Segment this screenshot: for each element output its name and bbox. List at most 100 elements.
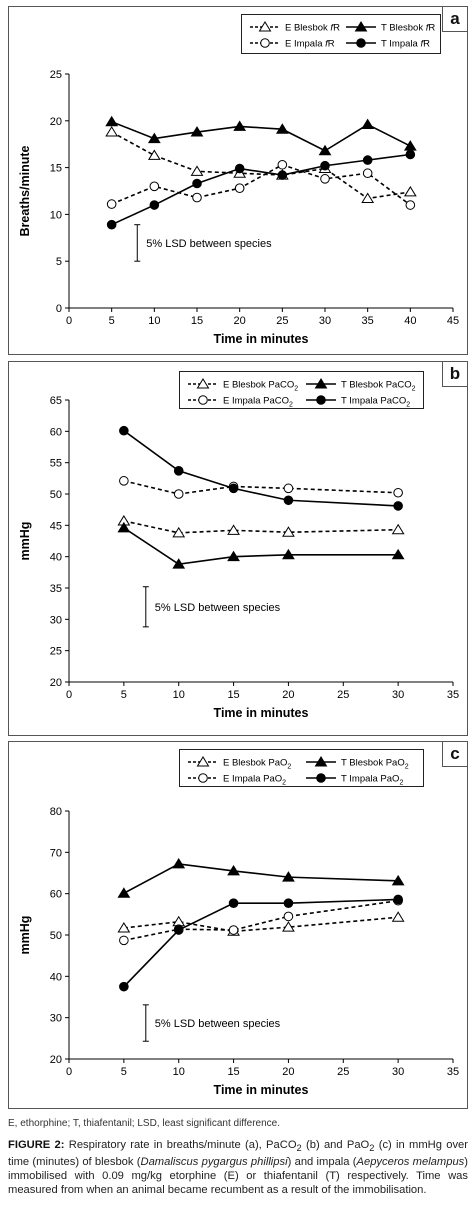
lsd-label: 5% LSD between species (155, 602, 281, 614)
y-tick-label: 50 (50, 930, 62, 942)
legend-label: E Impala fR (285, 39, 335, 50)
chart-panel-b: 20 25 30 35 40 45 50 55 60 65 0 5 10 15 20 25 30 35 Time i… (8, 361, 468, 736)
legend-marker (356, 38, 366, 48)
y-axis-title: Breaths/minute (18, 145, 32, 236)
data-point (277, 170, 288, 180)
y-tick-label: 30 (50, 1013, 62, 1025)
data-point (119, 476, 129, 486)
legend-marker (316, 773, 326, 783)
y-tick-label: 10 (50, 209, 62, 221)
caption-text-3: (c) in mmHg over time (minutes) of blesb… (8, 1139, 468, 1169)
caption-text-1: Respiratory rate in breaths/minute (a), … (64, 1139, 297, 1151)
x-tick-label: 25 (276, 315, 288, 327)
y-tick-label: 60 (50, 426, 62, 438)
data-point (105, 115, 119, 127)
data-point (106, 199, 117, 209)
data-point (403, 140, 417, 151)
data-point (119, 981, 129, 992)
data-point (362, 168, 373, 179)
panel-label-c: c (442, 741, 468, 767)
data-point (283, 898, 294, 908)
data-point (172, 558, 186, 569)
x-tick-label: 20 (282, 1066, 294, 1078)
legend-marker (196, 378, 210, 389)
data-point (283, 911, 294, 922)
x-tick-label: 25 (337, 689, 349, 701)
data-point (117, 521, 131, 533)
data-point (190, 126, 204, 137)
data-point (227, 864, 240, 876)
data-point (405, 200, 416, 210)
x-tick-label: 30 (319, 315, 331, 327)
x-tick-label: 0 (66, 1066, 72, 1078)
y-tick-label: 80 (50, 806, 62, 818)
data-point (117, 887, 131, 898)
data-point (149, 181, 160, 192)
data-point (149, 200, 160, 210)
legend-a: E Blesbok fR T Blesbok fR E Impala fR T Imp… (241, 14, 441, 54)
legend-label: T Impala PaO2 (341, 774, 403, 787)
lsd-label: 5% LSD between species (146, 238, 272, 250)
x-tick-label: 10 (148, 315, 160, 327)
x-tick-label: 20 (234, 315, 246, 327)
legend-marker (198, 773, 208, 783)
y-tick-label: 20 (50, 116, 62, 128)
data-point (393, 894, 403, 905)
y-axis-title: mmHg (18, 522, 32, 561)
data-point (282, 526, 295, 537)
x-tick-label: 5 (121, 689, 127, 701)
legend-label: T Blesbok PaCO2 (341, 380, 416, 393)
y-tick-label: 0 (56, 303, 62, 315)
data-point (393, 501, 403, 511)
caption-species-1: Damaliscus pygargus phillipsi (140, 1156, 288, 1169)
chart-a-plot: 0 5 10 15 20 25 0 5 10 15 20 25 30 35 40 45 Time in minu… (18, 69, 459, 346)
data-point (318, 144, 332, 156)
legend-marker (198, 395, 208, 405)
x-tick-label: 0 (66, 315, 72, 327)
caption-species-2: Aepyceros melampus (356, 1156, 465, 1169)
data-point (190, 165, 204, 176)
series-line-3 (123, 898, 399, 988)
data-point (405, 149, 416, 160)
y-tick-label: 25 (50, 646, 62, 658)
chart-b-plot: 20 25 30 35 40 45 50 55 60 65 0 5 10 15 20 25 30 35 Time i… (18, 395, 459, 720)
data-point (282, 871, 295, 882)
legend-label: E Impala PaO2 (223, 774, 286, 787)
panel-label-b: b (442, 361, 468, 387)
caption-sub-2: 2 (369, 1143, 375, 1154)
x-axis-title: Time in minutes (214, 706, 309, 720)
series-line-1 (123, 863, 399, 894)
data-point (233, 120, 247, 131)
data-point (173, 489, 184, 499)
x-axis-title: Time in minutes (214, 332, 309, 346)
x-tick-label: 25 (337, 1066, 349, 1078)
y-tick-label: 55 (50, 458, 62, 470)
data-point (173, 466, 184, 476)
legend-label: T Blesbok PaO2 (341, 758, 409, 771)
series-line-3 (123, 430, 399, 507)
data-point (277, 159, 288, 170)
x-tick-label: 10 (173, 689, 185, 701)
x-axis-title: Time in minutes (214, 1083, 309, 1097)
data-point (320, 160, 330, 171)
x-tick-label: 40 (404, 315, 416, 327)
x-tick-label: 20 (282, 689, 294, 701)
data-point (283, 495, 294, 506)
x-tick-label: 5 (121, 1066, 127, 1078)
y-tick-label: 60 (50, 889, 62, 901)
x-tick-label: 35 (447, 1066, 459, 1078)
figure-caption: FIGURE 2: Respiratory rate in breaths/mi… (8, 1138, 468, 1197)
data-point (172, 857, 186, 869)
panel-label-a: a (442, 6, 468, 32)
caption-text-4: ) and impala ( (287, 1156, 357, 1169)
legend-label: E Blesbok PaO2 (223, 758, 291, 771)
data-point (234, 183, 245, 193)
data-point (228, 925, 239, 935)
data-point (227, 524, 240, 535)
data-point (320, 174, 330, 184)
data-point (234, 163, 245, 174)
lsd-label: 5% LSD between species (155, 1018, 281, 1030)
legend-marker (196, 756, 210, 767)
data-point (282, 548, 295, 560)
data-point (391, 523, 405, 535)
